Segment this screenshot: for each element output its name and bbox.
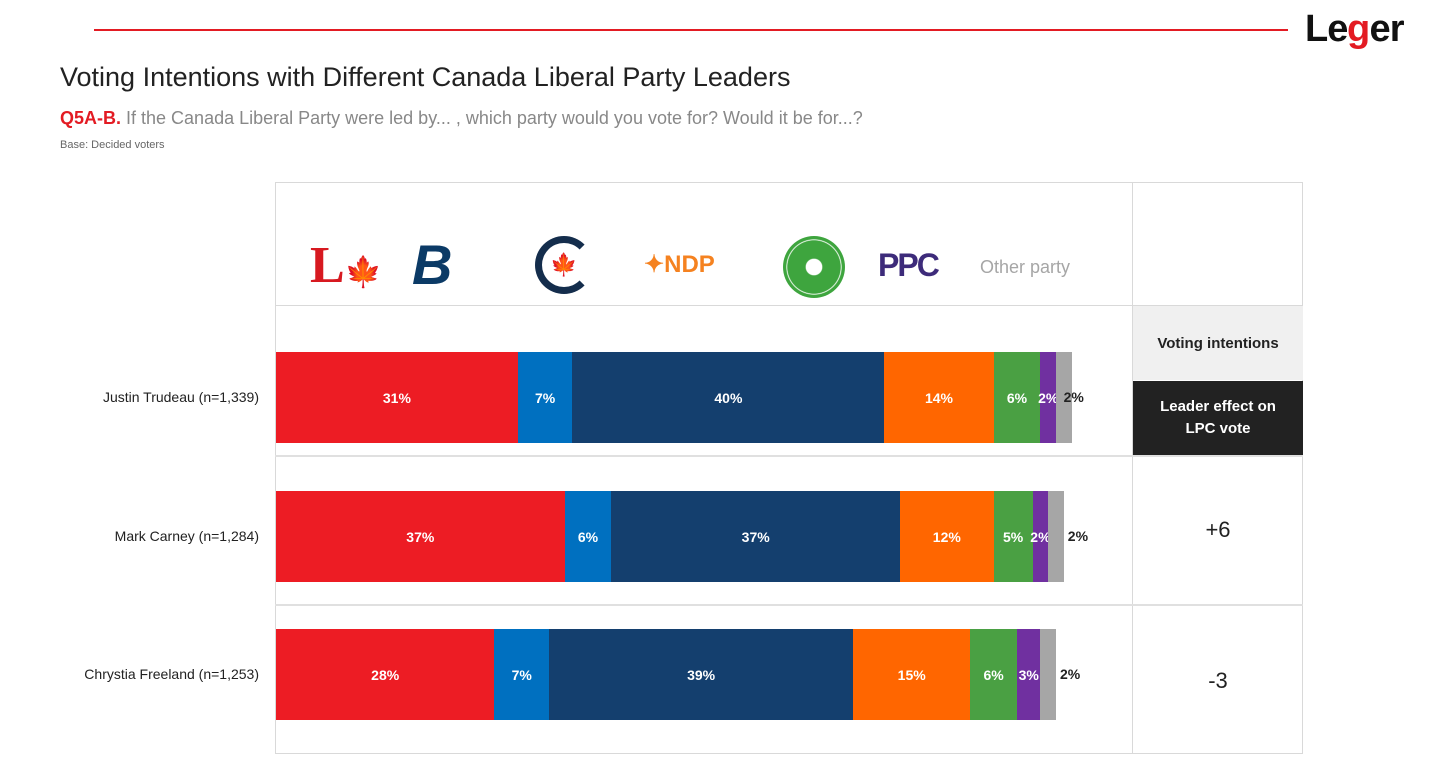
page-title: Voting Intentions with Different Canada … xyxy=(60,62,791,92)
bloc-logo: B xyxy=(412,233,453,296)
row-divider xyxy=(275,455,1303,457)
data-label: 2% xyxy=(1060,665,1081,682)
category-label: Justin Trudeau (n=1,339) xyxy=(102,388,259,405)
header-divider xyxy=(275,305,1303,306)
leader-effect-freeland: -3 xyxy=(1208,668,1228,693)
data-label: 2% xyxy=(1063,388,1084,405)
bar-segment xyxy=(1056,352,1072,443)
bar-segment: 12% xyxy=(900,491,994,582)
header-rule xyxy=(94,29,1288,31)
panel-divider xyxy=(1132,182,1133,754)
category-label: Mark Carney (n=1,284) xyxy=(114,527,259,544)
data-label: 2% xyxy=(1067,527,1089,544)
bar-segment: 2% xyxy=(1030,491,1051,582)
category-label: Chrystia Freeland (n=1,253) xyxy=(84,665,259,682)
conservative-logo: 🍁 xyxy=(535,236,593,294)
row-divider xyxy=(275,604,1303,606)
chart-frame xyxy=(275,182,1303,754)
ppc-logo: PPC xyxy=(878,247,940,283)
bar-segment: 7% xyxy=(517,352,573,443)
liberal-logo: L🍁 xyxy=(310,237,383,294)
leger-logo: Leger xyxy=(1305,8,1404,51)
legend-other-party: Other party xyxy=(980,257,1071,277)
bar-segment: 37% xyxy=(611,491,900,582)
bar-segment: 39% xyxy=(549,629,854,720)
ndp-logo: ✦NDP xyxy=(644,251,715,278)
bar-segment: 28% xyxy=(276,629,495,720)
bar-segment: 3% xyxy=(1017,629,1041,720)
question-code: Q5A-B. xyxy=(60,108,122,128)
bar-segment: 31% xyxy=(276,352,518,443)
bar-segment: 6% xyxy=(993,352,1041,443)
green-logo xyxy=(783,236,845,298)
bar-segment: 2% xyxy=(1038,352,1058,443)
bar-segment: 6% xyxy=(970,629,1017,720)
bar-segment xyxy=(1048,491,1064,582)
question-text: If the Canada Liberal Party were led by.… xyxy=(121,108,863,128)
leader-effect-carney: +6 xyxy=(1205,517,1231,542)
leader-effect-header: Leader effect on LPC vote xyxy=(1133,381,1303,455)
bar-segment: 7% xyxy=(494,629,549,720)
bar-segment: 6% xyxy=(564,491,612,582)
bar-segment: 40% xyxy=(572,352,885,443)
bar-segment: 15% xyxy=(853,629,971,720)
voting-intentions-header: Voting intentions xyxy=(1133,306,1303,380)
question: Q5A-B. If the Canada Liberal Party were … xyxy=(60,108,863,129)
base-note: Base: Decided voters xyxy=(60,139,165,151)
bar-segment: 5% xyxy=(993,491,1033,582)
bar-segment: 37% xyxy=(276,491,565,582)
bar-segment xyxy=(1040,629,1056,720)
bar-segment: 14% xyxy=(884,352,994,443)
